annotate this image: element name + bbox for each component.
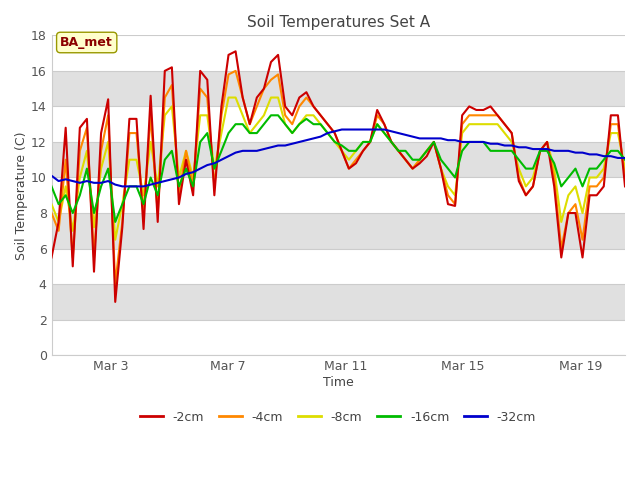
Bar	[51, 142, 625, 178]
Legend: -2cm, -4cm, -8cm, -16cm, -32cm: -2cm, -4cm, -8cm, -16cm, -32cm	[135, 406, 541, 429]
Text: BA_met: BA_met	[60, 36, 113, 49]
Y-axis label: Soil Temperature (C): Soil Temperature (C)	[15, 131, 28, 260]
Bar	[51, 107, 625, 142]
X-axis label: Time: Time	[323, 376, 354, 389]
Bar	[51, 284, 625, 320]
Bar	[51, 320, 625, 355]
Bar	[51, 178, 625, 213]
Bar	[51, 249, 625, 284]
Bar	[51, 71, 625, 107]
Title: Soil Temperatures Set A: Soil Temperatures Set A	[246, 15, 430, 30]
Bar	[51, 36, 625, 71]
Bar	[51, 213, 625, 249]
